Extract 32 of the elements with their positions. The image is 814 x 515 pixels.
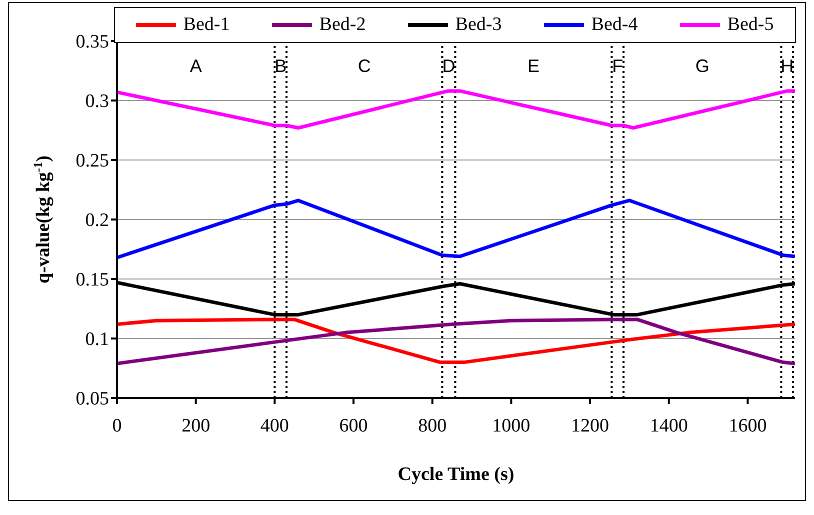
annotation: G bbox=[695, 56, 710, 76]
y-tick-label: 0.05 bbox=[76, 388, 109, 410]
y-tick-label: 0.1 bbox=[85, 329, 109, 350]
y-tick-label: 0.2 bbox=[85, 210, 109, 232]
x-tick-label: 800 bbox=[418, 415, 447, 436]
y-tick-label: 0.25 bbox=[76, 150, 109, 172]
line-series bbox=[117, 89, 795, 130]
annotation: D bbox=[442, 56, 456, 76]
x-tick-label: 1400 bbox=[650, 415, 688, 436]
annotation: B bbox=[274, 56, 287, 76]
y-tick-label: 0.3 bbox=[85, 91, 109, 112]
legend-label: Bed-4 bbox=[591, 14, 638, 36]
legend-label: Bed-2 bbox=[319, 14, 366, 36]
x-tick-label: 400 bbox=[260, 415, 289, 436]
x-tick-label: 1600 bbox=[728, 415, 767, 436]
y-tick-label: 0.35 bbox=[76, 32, 109, 53]
x-tick-label: 1000 bbox=[492, 415, 530, 436]
x-tick-label: 0 bbox=[112, 415, 122, 436]
annotation: C bbox=[358, 56, 371, 76]
legend-label: Bed-3 bbox=[455, 14, 502, 36]
annotation: E bbox=[527, 56, 540, 76]
annotation: F bbox=[612, 56, 624, 76]
y-tick-label: 0.15 bbox=[76, 270, 109, 291]
line-series bbox=[117, 198, 795, 260]
x-axis-title: Cycle Time (s) bbox=[398, 464, 514, 485]
x-tick-label: 600 bbox=[339, 415, 368, 436]
legend-label: Bed-5 bbox=[727, 14, 774, 36]
x-tick-label: 200 bbox=[182, 415, 210, 436]
x-tick-label: 1200 bbox=[571, 415, 610, 436]
annotation: A bbox=[190, 56, 202, 76]
annotation: H bbox=[780, 56, 794, 76]
legend-label: Bed-1 bbox=[183, 14, 230, 36]
